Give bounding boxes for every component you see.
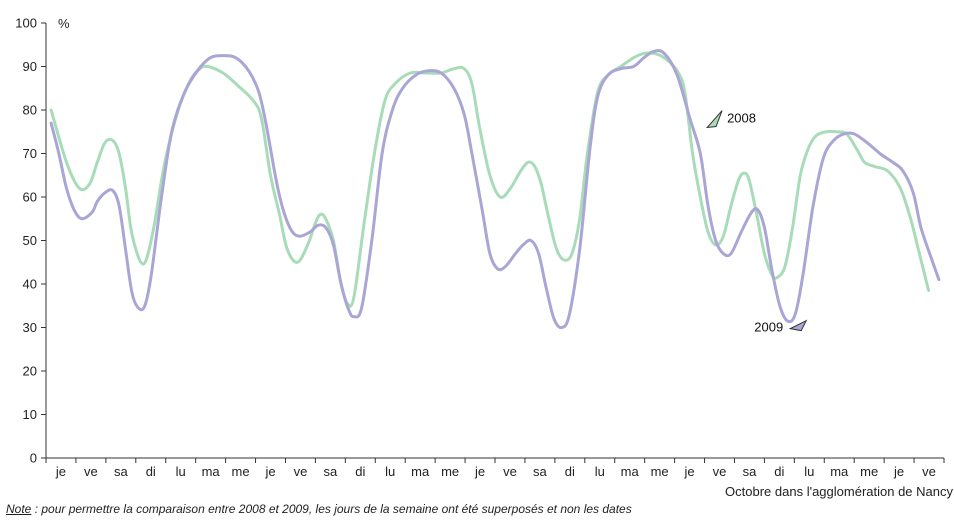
x-tick-label: lu [804,464,814,479]
y-tick-label: 70 [23,146,37,161]
x-axis-title: Octobre dans l'agglomération de Nancy [725,484,953,499]
x-tick-label: je [55,464,66,479]
series-lines [49,49,941,330]
x-tick-label: di [565,464,575,479]
x-axis: je ve sa di lu ma me je ve sa di lu ma me je ve sa di lu ma… [45,457,945,479]
series-line-2008 [49,51,931,308]
x-tick-label: di [146,464,156,479]
x-tick-label: sa [743,464,758,479]
x-tick-label: lu [176,464,186,479]
x-tick-label: ma [830,464,849,479]
y-tick-label: 0 [30,451,37,466]
x-tick-label: lu [385,464,395,479]
x-tick-label: ma [411,464,430,479]
annotation-arrow [705,110,723,129]
y-tick-label: 40 [23,277,37,292]
x-tick-label: sa [533,464,548,479]
y-tick-label: 80 [23,103,37,118]
x-tick-label: ma [202,464,221,479]
x-tick-label: me [860,464,878,479]
x-tick-label: ve [713,464,727,479]
y-axis: 0 10 20 30 40 50 60 70 80 90 100 [15,16,47,466]
x-tick-label: me [232,464,250,479]
x-tick-label: je [684,464,695,479]
x-tick-label: me [651,464,669,479]
series-line-2009 [49,49,941,330]
y-tick-label: 100 [15,16,37,31]
y-tick-label: 50 [23,233,37,248]
annotation-label: 2009 [754,320,783,335]
x-tick-label: lu [595,464,605,479]
footnote-text: : pour permettre la comparaison entre 20… [31,502,632,516]
annotation-label: 2008 [727,111,756,126]
annotation-arrow [788,319,808,332]
x-tick-label: me [441,464,459,479]
x-tick-label: di [355,464,365,479]
footnote-label: Note [6,502,32,516]
y-tick-label: 10 [23,407,37,422]
x-tick-label: sa [323,464,338,479]
y-tick-label: 90 [23,59,37,74]
footnote: Note : pour permettre la comparaison ent… [6,502,632,516]
series-annotations: 2008 2009 [705,110,808,335]
x-tick-label: di [774,464,784,479]
x-tick-label: ve [503,464,517,479]
y-tick-label: 20 [23,364,37,379]
x-tick-label: ve [294,464,308,479]
x-tick-label: ve [84,464,98,479]
y-tick-label: 60 [23,190,37,205]
x-tick-label: je [264,464,275,479]
y-tick-label: 30 [23,320,37,335]
x-tick-label: ve [922,464,936,479]
x-tick-label: ma [621,464,640,479]
x-tick-label: je [893,464,904,479]
y-axis-unit-label: % [58,16,70,31]
x-tick-label: je [474,464,485,479]
x-tick-label: sa [114,464,129,479]
